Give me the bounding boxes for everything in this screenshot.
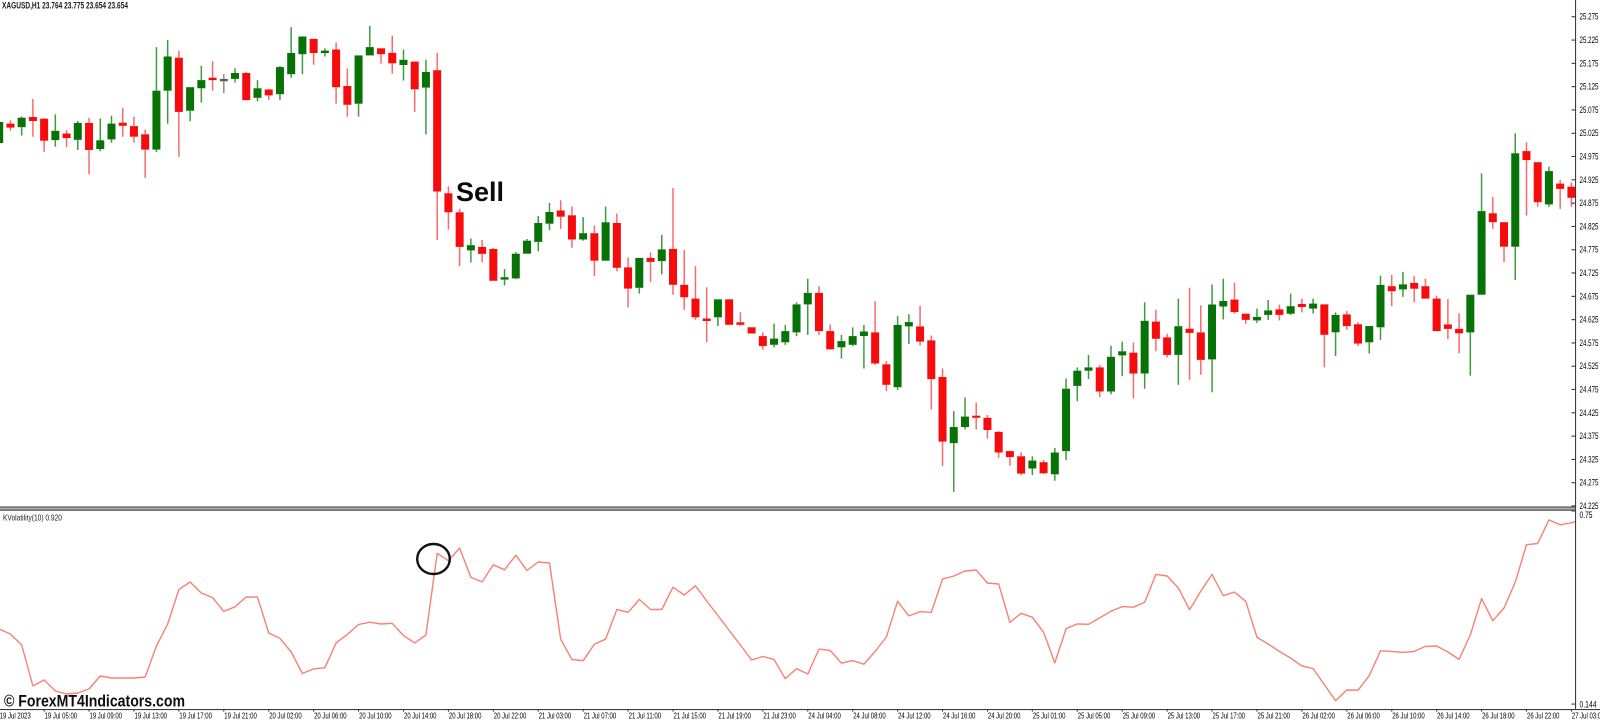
svg-text:19 Jul 05:00: 19 Jul 05:00 bbox=[45, 711, 78, 721]
svg-text:25 Jul 17:00: 25 Jul 17:00 bbox=[1213, 711, 1246, 721]
svg-text:24.625: 24.625 bbox=[1580, 315, 1599, 325]
svg-text:27 Jul 03:00: 27 Jul 03:00 bbox=[1572, 711, 1600, 721]
svg-text:0.75: 0.75 bbox=[1580, 510, 1593, 520]
svg-text:XAGUSD,H1 23.764 23.775 23.65: XAGUSD,H1 23.764 23.775 23.654 23.654 bbox=[2, 1, 128, 11]
svg-text:24 Jul 16:00: 24 Jul 16:00 bbox=[943, 711, 976, 721]
svg-text:24.475: 24.475 bbox=[1580, 385, 1599, 395]
svg-text:20 Jul 18:00: 20 Jul 18:00 bbox=[449, 711, 482, 721]
svg-text:21 Jul 19:00: 21 Jul 19:00 bbox=[718, 711, 751, 721]
svg-text:24.275: 24.275 bbox=[1580, 478, 1599, 488]
svg-text:21 Jul 23:00: 21 Jul 23:00 bbox=[763, 711, 796, 721]
svg-text:25 Jul 21:00: 25 Jul 21:00 bbox=[1258, 711, 1291, 721]
svg-text:24.925: 24.925 bbox=[1580, 175, 1599, 185]
svg-text:25.175: 25.175 bbox=[1580, 58, 1599, 68]
svg-text:19 Jul 2023: 19 Jul 2023 bbox=[0, 711, 31, 721]
svg-text:24 Jul 04:00: 24 Jul 04:00 bbox=[808, 711, 841, 721]
svg-text:24.825: 24.825 bbox=[1580, 221, 1599, 231]
svg-text:19 Jul 17:00: 19 Jul 17:00 bbox=[179, 711, 212, 721]
svg-text:0.144: 0.144 bbox=[1580, 699, 1597, 709]
svg-text:25 Jul 09:00: 25 Jul 09:00 bbox=[1123, 711, 1156, 721]
svg-text:19 Jul 21:00: 19 Jul 21:00 bbox=[224, 711, 257, 721]
svg-text:20 Jul 10:00: 20 Jul 10:00 bbox=[359, 711, 392, 721]
svg-text:24.675: 24.675 bbox=[1580, 291, 1599, 301]
svg-text:26 Jul 10:00: 26 Jul 10:00 bbox=[1392, 711, 1425, 721]
svg-text:25 Jul 13:00: 25 Jul 13:00 bbox=[1168, 711, 1201, 721]
svg-text:25.075: 25.075 bbox=[1580, 105, 1599, 115]
svg-text:24.875: 24.875 bbox=[1580, 198, 1599, 208]
svg-text:26 Jul 18:00: 26 Jul 18:00 bbox=[1482, 711, 1515, 721]
svg-text:KVolatility(10) 0.920: KVolatility(10) 0.920 bbox=[3, 513, 62, 523]
svg-text:26 Jul 14:00: 26 Jul 14:00 bbox=[1437, 711, 1470, 721]
svg-text:21 Jul 07:00: 21 Jul 07:00 bbox=[584, 711, 617, 721]
svg-text:25.225: 25.225 bbox=[1580, 35, 1599, 45]
svg-text:Sell: Sell bbox=[456, 177, 504, 207]
svg-text:25.025: 25.025 bbox=[1580, 128, 1599, 138]
svg-text:26 Jul 06:00: 26 Jul 06:00 bbox=[1347, 711, 1380, 721]
svg-text:20 Jul 02:00: 20 Jul 02:00 bbox=[269, 711, 302, 721]
svg-text:19 Jul 13:00: 19 Jul 13:00 bbox=[135, 711, 168, 721]
svg-text:25 Jul 01:00: 25 Jul 01:00 bbox=[1033, 711, 1066, 721]
svg-text:25 Jul 05:00: 25 Jul 05:00 bbox=[1078, 711, 1111, 721]
svg-text:24 Jul 20:00: 24 Jul 20:00 bbox=[988, 711, 1021, 721]
svg-text:26 Jul 02:00: 26 Jul 02:00 bbox=[1302, 711, 1335, 721]
svg-text:19 Jul 09:00: 19 Jul 09:00 bbox=[90, 711, 123, 721]
svg-text:24.375: 24.375 bbox=[1580, 431, 1599, 441]
svg-text:© ForexMT4Indicators.com: © ForexMT4Indicators.com bbox=[4, 692, 185, 711]
svg-text:21 Jul 03:00: 21 Jul 03:00 bbox=[539, 711, 572, 721]
svg-text:24 Jul 12:00: 24 Jul 12:00 bbox=[898, 711, 931, 721]
svg-text:24.975: 24.975 bbox=[1580, 152, 1599, 162]
svg-text:26 Jul 22:00: 26 Jul 22:00 bbox=[1527, 711, 1560, 721]
svg-text:24.225: 24.225 bbox=[1580, 501, 1599, 511]
svg-text:20 Jul 14:00: 20 Jul 14:00 bbox=[404, 711, 437, 721]
svg-text:24.425: 24.425 bbox=[1580, 408, 1599, 418]
svg-text:20 Jul 06:00: 20 Jul 06:00 bbox=[314, 711, 347, 721]
svg-text:24.775: 24.775 bbox=[1580, 245, 1599, 255]
svg-text:24 Jul 08:00: 24 Jul 08:00 bbox=[853, 711, 886, 721]
svg-text:20 Jul 22:00: 20 Jul 22:00 bbox=[494, 711, 527, 721]
svg-text:25.275: 25.275 bbox=[1580, 12, 1599, 22]
svg-text:24.575: 24.575 bbox=[1580, 338, 1599, 348]
svg-text:24.525: 24.525 bbox=[1580, 361, 1599, 371]
svg-text:25.125: 25.125 bbox=[1580, 82, 1599, 92]
svg-text:21 Jul 11:00: 21 Jul 11:00 bbox=[629, 711, 662, 721]
svg-text:24.725: 24.725 bbox=[1580, 268, 1599, 278]
svg-text:24.325: 24.325 bbox=[1580, 454, 1599, 464]
svg-text:21 Jul 15:00: 21 Jul 15:00 bbox=[674, 711, 707, 721]
